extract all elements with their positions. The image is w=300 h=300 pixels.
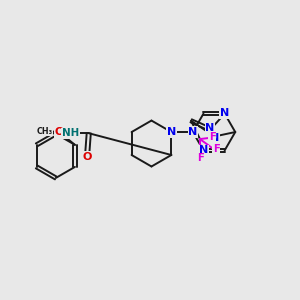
Text: N: N — [188, 127, 197, 137]
Text: N: N — [205, 123, 214, 133]
Text: O: O — [82, 152, 92, 162]
Text: F: F — [197, 154, 204, 164]
Text: N: N — [211, 133, 220, 142]
Text: NH: NH — [62, 128, 79, 138]
Text: O: O — [55, 128, 64, 137]
Text: N: N — [220, 108, 229, 118]
Text: F: F — [208, 132, 215, 142]
Text: F: F — [213, 144, 220, 154]
Text: CH₃: CH₃ — [36, 127, 52, 136]
Text: N: N — [199, 146, 208, 155]
Text: N: N — [167, 127, 176, 137]
